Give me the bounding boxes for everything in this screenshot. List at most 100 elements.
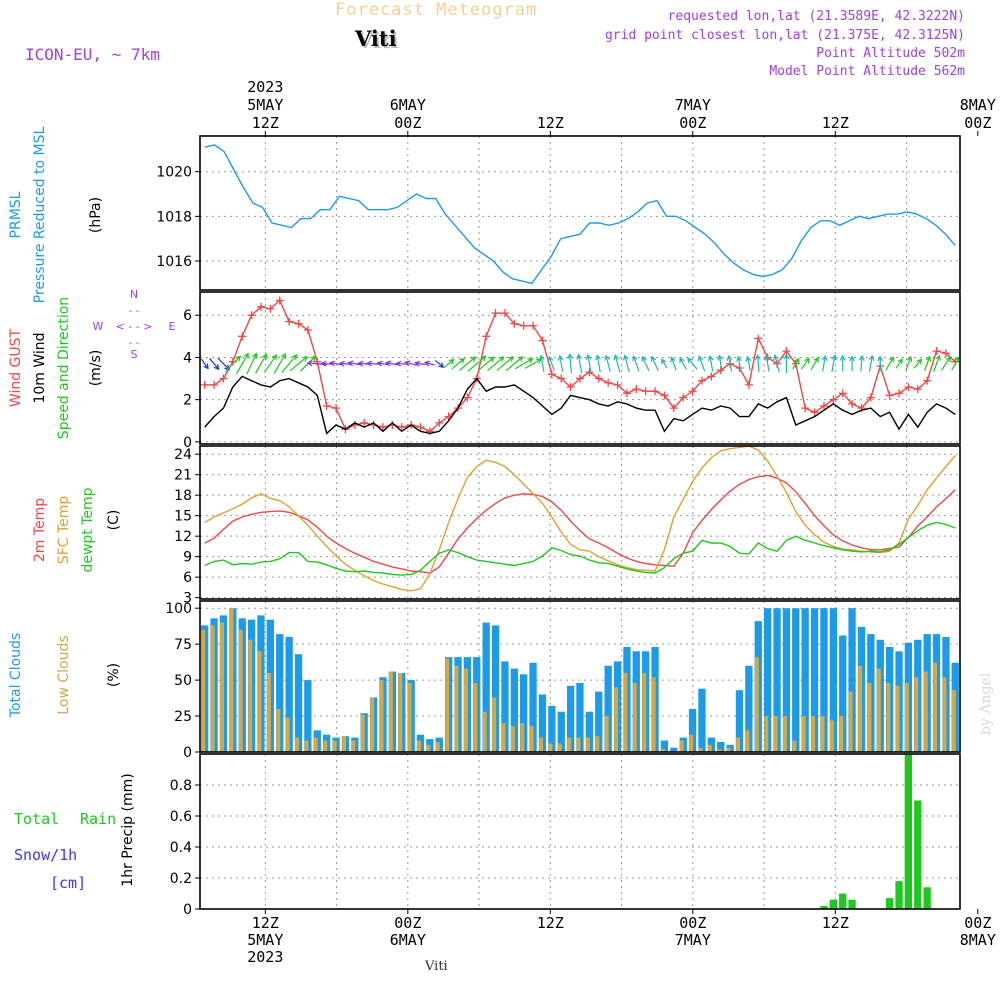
wind-arrow [585,353,592,373]
y-tick-label: 6 [183,570,192,586]
wind-arrow [423,360,435,367]
label-snow: Snow/1h [14,846,77,864]
bar-low-clouds [389,671,393,752]
bottom-time-label: 2023 [247,948,283,966]
bar-total-rain [886,898,894,909]
gust-marker [660,391,669,400]
top-time-label: 2023 [247,78,283,96]
y-tick-label: 2 [183,393,192,409]
series-line-2m-temp [204,474,956,574]
top-time-label: 12Z [537,114,564,132]
gust-marker [632,385,641,394]
compass-upper-arrow: - - [129,306,140,317]
y-tick-label: 3 [183,591,192,607]
bar-total-rain [820,905,828,909]
bar-total-clouds [604,665,612,752]
wind-arrow [687,357,698,370]
bar-low-clouds [529,726,534,752]
wind-arrow [613,354,621,373]
wind-arrow [783,353,790,374]
gust-marker [500,309,509,318]
bar-low-clouds [604,716,609,752]
label-low-clouds: Low Clouds [56,635,72,714]
bar-low-clouds [642,672,647,752]
gust-marker [604,378,613,387]
bar-total-rain [829,899,837,909]
wind-arrow [736,355,742,371]
top-time-label: 00Z [964,114,991,132]
bottom-time-label: 8MAY [960,931,996,949]
wind-arrow [217,357,230,371]
y-tick-label: 15 [174,509,192,525]
bar-total-clouds [792,608,800,752]
wind-arrow [235,352,249,375]
bar-low-clouds [679,740,684,752]
wind-arrow [557,354,564,372]
bar-low-clouds [905,683,909,752]
wind-arrow [924,355,932,372]
y-tick-label: 0.8 [170,778,192,794]
gust-marker [557,374,566,383]
bar-low-clouds [726,747,731,752]
gust-marker [247,311,256,320]
bar-low-clouds [914,677,919,752]
bar-low-clouds [360,714,365,752]
wind-arrow [940,356,952,371]
gust-marker [669,404,678,413]
gust-marker [679,393,688,402]
series-line-10m-wind [204,375,956,435]
y-tick-label: 100 [165,601,192,617]
wind-arrow [467,355,487,372]
gust-marker [266,304,275,313]
bar-low-clouds [895,685,900,752]
gust-marker [256,302,265,311]
bar-low-clouds [267,672,271,752]
gust-marker [744,380,753,389]
wind-arrow [821,354,828,372]
bar-low-clouds [858,665,862,752]
gust-marker [397,423,406,432]
bar-total-clouds [820,608,828,752]
bar-low-clouds [379,680,384,752]
wind-arrow [366,360,380,367]
bar-low-clouds [426,744,431,752]
compass-e: E [169,320,176,333]
wind-arrow [905,355,913,371]
bar-low-clouds [238,629,243,752]
gust-marker [688,387,697,396]
bar-low-clouds [435,741,440,752]
wind-arrow [376,360,389,367]
wind-arrow [434,359,445,368]
label-precip-unit: 1hr Precip (mm) [120,773,136,886]
bar-low-clouds [510,726,515,752]
bar-low-clouds [473,683,478,752]
bar-total-clouds [567,685,575,752]
top-time-label: 00Z [394,114,421,132]
gust-marker [697,376,706,385]
wind-arrow [263,354,278,373]
gust-marker [285,317,294,326]
gust-marker [585,368,594,377]
bar-total-clouds [595,691,603,752]
wind-arrow [459,356,477,371]
bottom-time-label: 12Z [252,914,279,932]
gust-marker [463,393,472,402]
top-time-label: 5MAY [247,96,283,114]
bar-total-rain [923,887,931,909]
top-time-label: 00Z [679,114,706,132]
location-title: Viti [355,26,397,51]
wind-arrow [384,360,399,367]
wind-arrow [679,357,687,370]
wind-arrow [255,353,267,374]
wind-arrow [858,354,865,372]
gust-marker [303,326,312,334]
wind-arrow [505,356,524,372]
bar-low-clouds [445,658,450,752]
wind-arrow [745,355,752,371]
bar-low-clouds [811,716,816,752]
bar-total-rain [839,893,847,909]
y-tick-label: 25 [174,709,192,725]
label-2m-temp: 2m Temp [32,498,48,562]
wind-arrow [224,355,242,372]
wind-arrow [200,358,209,370]
